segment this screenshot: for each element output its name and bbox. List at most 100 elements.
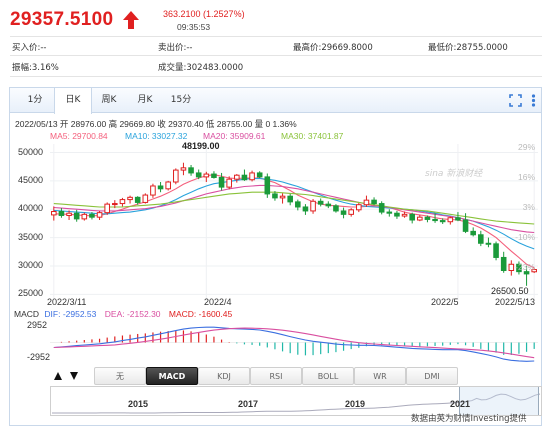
candle-body — [447, 217, 454, 223]
candle-body — [66, 212, 72, 216]
candle-body — [371, 199, 377, 205]
candle-body — [409, 213, 415, 221]
period-tabbar: 1分 日K 周K 月K 15分 — [10, 88, 541, 114]
candle-body — [325, 203, 332, 207]
candle-body — [211, 173, 217, 178]
candle-body — [485, 242, 492, 245]
candle-body — [89, 213, 95, 218]
indicator-wr-button[interactable]: WR — [354, 367, 406, 385]
candle-body — [226, 178, 232, 188]
data-source-note: 数据由英为财情Investing提供 — [411, 414, 527, 424]
ma10-legend: MA10: 33027.32 — [125, 131, 188, 141]
candle-body — [203, 173, 210, 178]
range-selection-window[interactable] — [459, 387, 539, 415]
y-tick-label: 50000 — [18, 146, 44, 157]
candle-body — [272, 193, 278, 199]
volume: 成交量:302483.0000 — [158, 63, 244, 73]
low-annotation: 26500.50 — [491, 286, 529, 296]
ma5-legend: MA5: 29700.84 — [50, 131, 108, 141]
candle-body — [127, 196, 133, 201]
indicator-rsi-button[interactable]: RSI — [250, 367, 302, 385]
fullscreen-icon[interactable] — [509, 94, 522, 107]
candle-body — [119, 199, 126, 205]
candlestick-chart[interactable] — [10, 140, 541, 305]
zoom-out-down-icon[interactable] — [70, 372, 78, 380]
candle-body — [157, 185, 164, 190]
tab-daily-k[interactable]: 日K — [54, 88, 92, 114]
candle-body — [356, 204, 362, 211]
candle-body — [104, 203, 110, 214]
info-row-1: 买入价:-- 卖出价:-- 最高价:29669.8000 最低价:28755.0… — [10, 36, 542, 56]
indicator-none-button[interactable]: 无 — [94, 367, 146, 385]
candle-body — [234, 174, 240, 180]
candle-body — [241, 174, 248, 181]
candle-body — [333, 205, 339, 212]
candle-body — [249, 172, 255, 181]
x-tick-label: 2022/5 — [431, 297, 459, 307]
ma20-legend: MA20: 35909.61 — [203, 131, 266, 141]
candle-body — [112, 203, 118, 206]
candle-body — [500, 256, 507, 272]
y-tick-label: 25000 — [18, 288, 44, 299]
zoom-in-up-icon[interactable] — [54, 372, 62, 380]
x-tick-label: 2022/5/13 — [495, 297, 536, 307]
y-tick-label: 30000 — [18, 259, 44, 270]
tab-15min[interactable]: 15分 — [170, 95, 192, 105]
candle-body — [165, 181, 171, 190]
price-change: 363.2100 (1.2527%) — [163, 9, 245, 19]
more-icon[interactable] — [528, 93, 539, 108]
candle-body — [470, 230, 476, 236]
macd-value: MACD: -1600.45 — [168, 309, 233, 319]
range-navigator[interactable] — [50, 386, 542, 416]
candle-body — [295, 201, 301, 208]
candle-body — [462, 219, 469, 232]
candle-body — [150, 185, 156, 196]
candle-body — [173, 169, 179, 183]
indicator-kdj-button[interactable]: KDJ — [198, 367, 250, 385]
candle-body — [96, 212, 103, 218]
macd-axis-top: 2952 — [27, 320, 48, 330]
overview-year-label: 2015 — [128, 399, 149, 409]
indicator-macd-button[interactable]: MACD — [146, 367, 198, 385]
high-price: 最高价:29669.8000 — [293, 43, 373, 53]
candle-body — [516, 263, 522, 273]
quote-time: 09:35:53 — [177, 22, 211, 32]
indicator-boll-button[interactable]: BOLL — [302, 367, 354, 385]
candle-body — [256, 172, 263, 178]
macd-legend: MACD DIF: -2952.53 DEA: -2152.30 MACD: -… — [14, 309, 232, 319]
candle-body — [478, 234, 484, 244]
right-percent-tick: 3% — [522, 202, 535, 212]
ma30-legend: MA30: 37401.87 — [281, 131, 344, 141]
candle-body — [417, 216, 423, 221]
candle-body — [531, 269, 537, 273]
candle-body — [394, 212, 400, 217]
candle-body — [348, 209, 354, 215]
candle-body — [279, 195, 286, 199]
macd-dea: DEA: -2152.30 — [104, 309, 161, 319]
indicator-dmi-button[interactable]: DMI — [406, 367, 458, 385]
candle-body — [340, 210, 347, 215]
dif-line — [53, 326, 535, 362]
right-percent-tick: -23% — [515, 262, 535, 272]
macd-chart[interactable] — [10, 320, 541, 365]
quote-header: 29357.5100 363.2100 (1.2527%) 09:35:53 — [0, 0, 550, 36]
up-arrow-icon — [123, 11, 139, 29]
candle-body — [287, 195, 293, 203]
dea-line — [53, 327, 535, 359]
candle-body — [386, 211, 393, 214]
candle-body — [432, 218, 438, 222]
right-percent-tick: 29% — [517, 142, 535, 152]
bid-price: 买入价:-- — [12, 43, 47, 53]
candle-body — [378, 203, 385, 213]
ma30-line — [53, 191, 535, 225]
amplitude: 振幅:3.16% — [12, 63, 59, 73]
ask-price: 卖出价:-- — [158, 43, 193, 53]
candle-body — [401, 213, 408, 217]
candle-body — [302, 206, 309, 212]
candle-body — [180, 167, 187, 171]
tab-weekly-k[interactable]: 周K — [101, 95, 117, 105]
candle-body — [310, 200, 316, 212]
tab-1min[interactable]: 1分 — [27, 95, 43, 105]
tab-monthly-k[interactable]: 月K — [137, 95, 153, 105]
y-tick-label: 40000 — [18, 203, 44, 214]
